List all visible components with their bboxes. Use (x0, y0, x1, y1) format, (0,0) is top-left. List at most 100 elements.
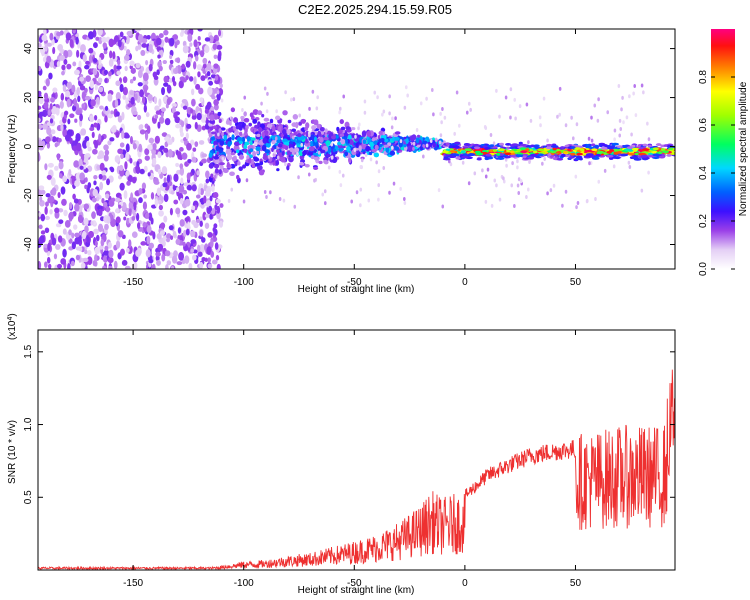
heatmap-cell (69, 113, 75, 119)
heatmap-cell (423, 140, 428, 145)
heatmap-cell (642, 148, 650, 152)
heatmap-cell (425, 96, 428, 101)
heatmap-cell (170, 235, 174, 240)
heatmap-cell (263, 117, 270, 122)
heatmap-cell (124, 65, 128, 72)
heatmap-cell (214, 159, 220, 164)
heatmap-cell (244, 128, 248, 134)
heatmap-cell (191, 156, 197, 163)
heatmap-cell (108, 58, 114, 67)
heatmap-cell (359, 165, 363, 170)
heatmap-cell (78, 158, 83, 166)
heatmap-cell (226, 154, 233, 161)
heatmap-cell (227, 134, 230, 139)
heatmap-cell (213, 103, 219, 111)
heatmap-cell (38, 224, 43, 230)
heatmap-cell (232, 126, 237, 131)
heatmap-cell (235, 124, 240, 130)
heatmap-cell (179, 219, 185, 227)
heatmap-cell (161, 132, 168, 137)
heatmap-cell (103, 69, 109, 75)
heatmap-cell (631, 147, 640, 151)
heatmap-cell (105, 193, 110, 199)
heatmap-cell (640, 154, 649, 158)
heatmap-cell (45, 78, 50, 87)
heatmap-cell (150, 217, 154, 225)
heatmap-cell (620, 107, 623, 112)
heatmap-cell (158, 199, 162, 205)
heatmap-cell (54, 142, 59, 148)
heatmap-cell (439, 111, 442, 116)
heatmap-cell (170, 265, 175, 269)
heatmap-cell (90, 99, 96, 107)
heatmap-cell (571, 136, 575, 141)
heatmap-cell (473, 171, 477, 176)
heatmap-cell (44, 206, 48, 215)
heatmap-cell (72, 29, 76, 34)
heatmap-cell (585, 198, 589, 203)
heatmap-cell (425, 143, 429, 148)
heatmap-cell (82, 54, 87, 63)
heatmap-cell (633, 84, 637, 89)
heatmap-cell (313, 119, 319, 126)
heatmap-cell (132, 110, 138, 115)
heatmap-cell (174, 42, 178, 49)
heatmap-cell (502, 176, 505, 181)
heatmap-cell (362, 139, 367, 145)
heatmap-cell (73, 198, 79, 204)
heatmap-cell (103, 50, 108, 55)
heatmap-cell (250, 137, 256, 141)
heatmap-cell (77, 214, 83, 223)
heatmap-cell (115, 111, 120, 117)
heatmap-cell (358, 145, 362, 152)
heatmap-cell (98, 86, 104, 93)
heatmap-cell (277, 143, 283, 148)
heatmap-cell (286, 129, 291, 135)
heatmap-cell (142, 96, 146, 104)
heatmap-cell (532, 148, 537, 152)
heatmap-cell (312, 140, 319, 146)
heatmap-cell (388, 94, 391, 99)
heatmap-cell (153, 75, 159, 81)
heatmap-cell (516, 165, 519, 170)
heatmap-cell (48, 72, 53, 80)
heatmap-cell (87, 146, 92, 152)
heatmap-cell (299, 151, 303, 157)
heatmap-cell (211, 185, 215, 193)
heatmap-cell (42, 56, 48, 63)
heatmap-cell (104, 105, 109, 111)
heatmap-cell (202, 211, 207, 221)
heatmap-cell (652, 147, 659, 151)
heatmap-cell (146, 225, 152, 234)
heatmap-cell (607, 146, 615, 150)
heatmap-cell (99, 245, 104, 250)
heatmap-cell (240, 115, 245, 120)
heatmap-cell (208, 205, 213, 212)
heatmap-cell (207, 257, 211, 264)
heatmap-cell (369, 141, 374, 147)
heatmap-cell (618, 133, 622, 138)
heatmap-cell (233, 117, 239, 124)
heatmap-cell (87, 31, 94, 40)
heatmap-cell (308, 106, 311, 111)
heatmap-cell (163, 82, 169, 87)
heatmap-cell (267, 123, 273, 128)
heatmap-cell (605, 154, 614, 158)
heatmap-cell (134, 190, 140, 197)
snr-scale-label: (x104) (7, 313, 19, 340)
heatmap-cell (107, 257, 114, 264)
heatmap-cell (146, 125, 151, 134)
heatmap-cell (84, 95, 91, 101)
heatmap-cell (440, 120, 443, 125)
heatmap-cell (101, 197, 105, 204)
heatmap-cell (622, 145, 627, 149)
heatmap-cell (373, 90, 377, 95)
heatmap-cell (47, 242, 51, 252)
heatmap-cell (73, 160, 80, 168)
heatmap-cell (138, 187, 143, 195)
heatmap-cell (642, 90, 645, 95)
heatmap-cell (199, 97, 204, 103)
heatmap-cell (342, 94, 346, 99)
heatmap-cell (183, 182, 189, 187)
heatmap-cell (628, 164, 632, 169)
